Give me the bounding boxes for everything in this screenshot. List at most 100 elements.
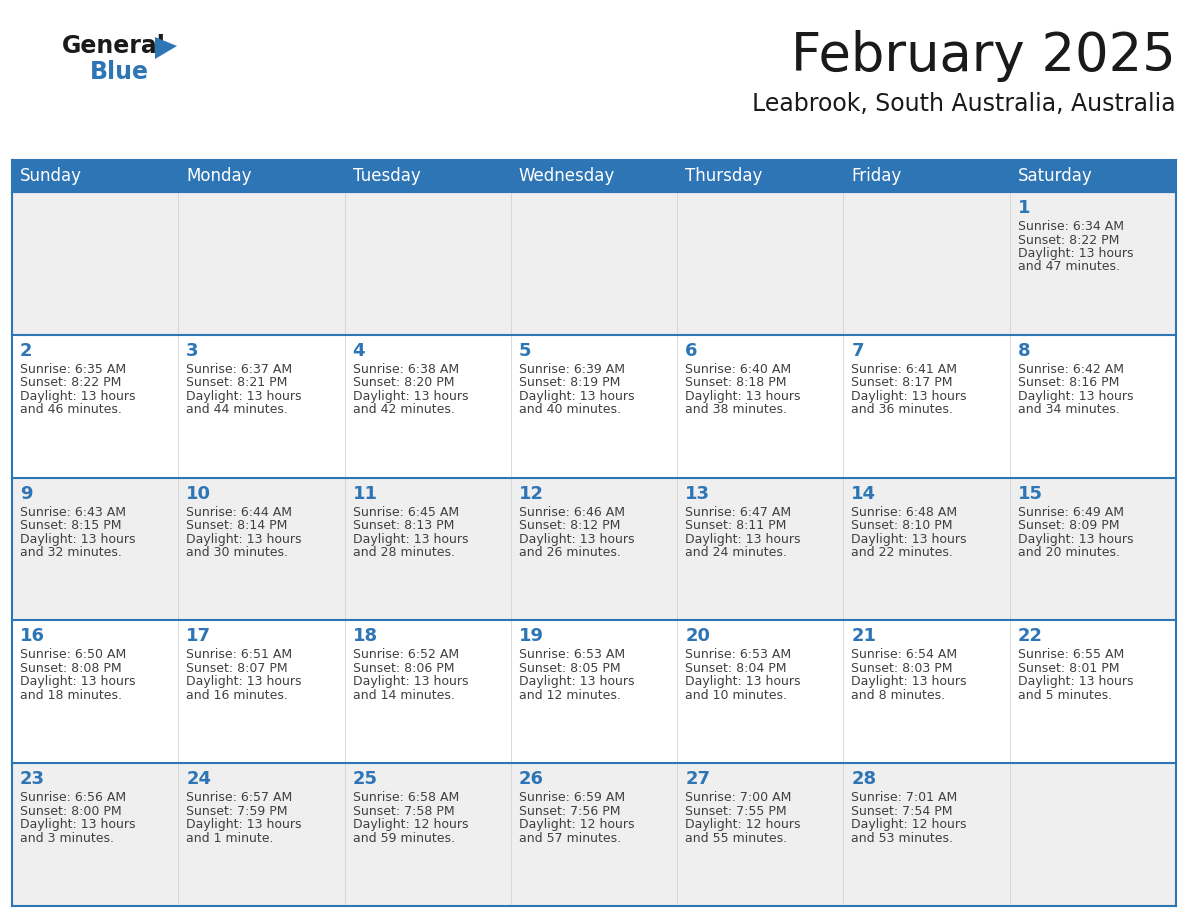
Text: Sunset: 8:18 PM: Sunset: 8:18 PM bbox=[685, 376, 786, 389]
Text: Sunset: 8:09 PM: Sunset: 8:09 PM bbox=[1018, 519, 1119, 532]
Text: Sunrise: 6:54 AM: Sunrise: 6:54 AM bbox=[852, 648, 958, 661]
Text: and 5 minutes.: and 5 minutes. bbox=[1018, 688, 1112, 702]
Text: Monday: Monday bbox=[187, 167, 252, 185]
Text: Sunrise: 6:57 AM: Sunrise: 6:57 AM bbox=[187, 791, 292, 804]
Text: Sunset: 8:06 PM: Sunset: 8:06 PM bbox=[353, 662, 454, 675]
Text: Daylight: 13 hours: Daylight: 13 hours bbox=[685, 532, 801, 545]
Text: Sunday: Sunday bbox=[20, 167, 82, 185]
Text: Sunrise: 6:53 AM: Sunrise: 6:53 AM bbox=[685, 648, 791, 661]
Text: 9: 9 bbox=[20, 485, 32, 502]
Text: and 20 minutes.: and 20 minutes. bbox=[1018, 546, 1120, 559]
Text: Daylight: 13 hours: Daylight: 13 hours bbox=[519, 676, 634, 688]
Text: and 12 minutes.: and 12 minutes. bbox=[519, 688, 621, 702]
Text: 19: 19 bbox=[519, 627, 544, 645]
Text: and 14 minutes.: and 14 minutes. bbox=[353, 688, 455, 702]
Text: Daylight: 13 hours: Daylight: 13 hours bbox=[685, 390, 801, 403]
Text: Sunset: 8:03 PM: Sunset: 8:03 PM bbox=[852, 662, 953, 675]
Text: and 30 minutes.: and 30 minutes. bbox=[187, 546, 289, 559]
Text: Sunrise: 6:52 AM: Sunrise: 6:52 AM bbox=[353, 648, 459, 661]
Text: Sunrise: 6:38 AM: Sunrise: 6:38 AM bbox=[353, 363, 459, 375]
Text: Sunset: 8:00 PM: Sunset: 8:00 PM bbox=[20, 805, 121, 818]
Text: and 53 minutes.: and 53 minutes. bbox=[852, 832, 954, 845]
Text: Sunrise: 6:48 AM: Sunrise: 6:48 AM bbox=[852, 506, 958, 519]
Text: 13: 13 bbox=[685, 485, 710, 502]
Text: Daylight: 12 hours: Daylight: 12 hours bbox=[519, 818, 634, 831]
Text: Sunrise: 6:56 AM: Sunrise: 6:56 AM bbox=[20, 791, 126, 804]
Text: Sunrise: 6:58 AM: Sunrise: 6:58 AM bbox=[353, 791, 459, 804]
Text: Sunset: 8:15 PM: Sunset: 8:15 PM bbox=[20, 519, 121, 532]
Text: and 28 minutes.: and 28 minutes. bbox=[353, 546, 455, 559]
Text: Daylight: 13 hours: Daylight: 13 hours bbox=[1018, 390, 1133, 403]
Text: and 32 minutes.: and 32 minutes. bbox=[20, 546, 122, 559]
Text: Sunset: 8:11 PM: Sunset: 8:11 PM bbox=[685, 519, 786, 532]
Text: Sunset: 8:12 PM: Sunset: 8:12 PM bbox=[519, 519, 620, 532]
Text: 6: 6 bbox=[685, 341, 697, 360]
Text: Sunset: 8:17 PM: Sunset: 8:17 PM bbox=[852, 376, 953, 389]
Text: Daylight: 13 hours: Daylight: 13 hours bbox=[187, 676, 302, 688]
Text: Sunrise: 6:49 AM: Sunrise: 6:49 AM bbox=[1018, 506, 1124, 519]
Text: Daylight: 13 hours: Daylight: 13 hours bbox=[852, 532, 967, 545]
Text: 2: 2 bbox=[20, 341, 32, 360]
Text: Daylight: 13 hours: Daylight: 13 hours bbox=[353, 532, 468, 545]
Text: Sunrise: 6:50 AM: Sunrise: 6:50 AM bbox=[20, 648, 126, 661]
Text: and 55 minutes.: and 55 minutes. bbox=[685, 832, 788, 845]
Polygon shape bbox=[154, 37, 177, 59]
Text: Sunrise: 6:55 AM: Sunrise: 6:55 AM bbox=[1018, 648, 1124, 661]
Text: Sunset: 8:22 PM: Sunset: 8:22 PM bbox=[20, 376, 121, 389]
Text: and 26 minutes.: and 26 minutes. bbox=[519, 546, 621, 559]
Text: Daylight: 13 hours: Daylight: 13 hours bbox=[20, 390, 135, 403]
Text: 28: 28 bbox=[852, 770, 877, 789]
Text: Sunrise: 6:35 AM: Sunrise: 6:35 AM bbox=[20, 363, 126, 375]
Text: Blue: Blue bbox=[90, 60, 148, 84]
Text: 3: 3 bbox=[187, 341, 198, 360]
Text: 14: 14 bbox=[852, 485, 877, 502]
Text: Daylight: 13 hours: Daylight: 13 hours bbox=[353, 676, 468, 688]
Bar bbox=[12, 621, 1176, 763]
Text: Sunset: 8:16 PM: Sunset: 8:16 PM bbox=[1018, 376, 1119, 389]
Text: General: General bbox=[62, 34, 166, 58]
Text: Thursday: Thursday bbox=[685, 167, 763, 185]
Text: Sunrise: 6:39 AM: Sunrise: 6:39 AM bbox=[519, 363, 625, 375]
Text: Daylight: 13 hours: Daylight: 13 hours bbox=[519, 390, 634, 403]
Text: Sunset: 8:10 PM: Sunset: 8:10 PM bbox=[852, 519, 953, 532]
Text: Sunset: 8:20 PM: Sunset: 8:20 PM bbox=[353, 376, 454, 389]
Text: and 16 minutes.: and 16 minutes. bbox=[187, 688, 289, 702]
Text: and 22 minutes.: and 22 minutes. bbox=[852, 546, 953, 559]
Text: 16: 16 bbox=[20, 627, 45, 645]
Text: Saturday: Saturday bbox=[1018, 167, 1093, 185]
Text: and 40 minutes.: and 40 minutes. bbox=[519, 403, 621, 416]
Text: 10: 10 bbox=[187, 485, 211, 502]
Text: Sunset: 7:55 PM: Sunset: 7:55 PM bbox=[685, 805, 786, 818]
Text: 4: 4 bbox=[353, 341, 365, 360]
Text: Sunrise: 6:45 AM: Sunrise: 6:45 AM bbox=[353, 506, 459, 519]
Text: and 36 minutes.: and 36 minutes. bbox=[852, 403, 953, 416]
Text: Daylight: 13 hours: Daylight: 13 hours bbox=[353, 390, 468, 403]
Bar bbox=[12, 335, 1176, 477]
Text: and 3 minutes.: and 3 minutes. bbox=[20, 832, 114, 845]
Text: and 34 minutes.: and 34 minutes. bbox=[1018, 403, 1119, 416]
Text: 11: 11 bbox=[353, 485, 378, 502]
Bar bbox=[12, 192, 1176, 335]
Text: Sunset: 8:01 PM: Sunset: 8:01 PM bbox=[1018, 662, 1119, 675]
Text: 12: 12 bbox=[519, 485, 544, 502]
Text: and 57 minutes.: and 57 minutes. bbox=[519, 832, 621, 845]
Text: 24: 24 bbox=[187, 770, 211, 789]
Text: Daylight: 12 hours: Daylight: 12 hours bbox=[852, 818, 967, 831]
Text: Daylight: 13 hours: Daylight: 13 hours bbox=[852, 676, 967, 688]
Text: and 8 minutes.: and 8 minutes. bbox=[852, 688, 946, 702]
Text: Sunset: 7:59 PM: Sunset: 7:59 PM bbox=[187, 805, 287, 818]
Text: Sunset: 8:04 PM: Sunset: 8:04 PM bbox=[685, 662, 786, 675]
Text: 5: 5 bbox=[519, 341, 531, 360]
Text: 15: 15 bbox=[1018, 485, 1043, 502]
Text: 20: 20 bbox=[685, 627, 710, 645]
Text: Sunrise: 6:53 AM: Sunrise: 6:53 AM bbox=[519, 648, 625, 661]
Text: and 18 minutes.: and 18 minutes. bbox=[20, 688, 122, 702]
Text: and 24 minutes.: and 24 minutes. bbox=[685, 546, 786, 559]
Text: 18: 18 bbox=[353, 627, 378, 645]
Text: Sunrise: 7:01 AM: Sunrise: 7:01 AM bbox=[852, 791, 958, 804]
Text: Sunrise: 7:00 AM: Sunrise: 7:00 AM bbox=[685, 791, 791, 804]
Text: Daylight: 13 hours: Daylight: 13 hours bbox=[20, 676, 135, 688]
Text: Sunrise: 6:44 AM: Sunrise: 6:44 AM bbox=[187, 506, 292, 519]
Text: 26: 26 bbox=[519, 770, 544, 789]
Text: Sunrise: 6:46 AM: Sunrise: 6:46 AM bbox=[519, 506, 625, 519]
